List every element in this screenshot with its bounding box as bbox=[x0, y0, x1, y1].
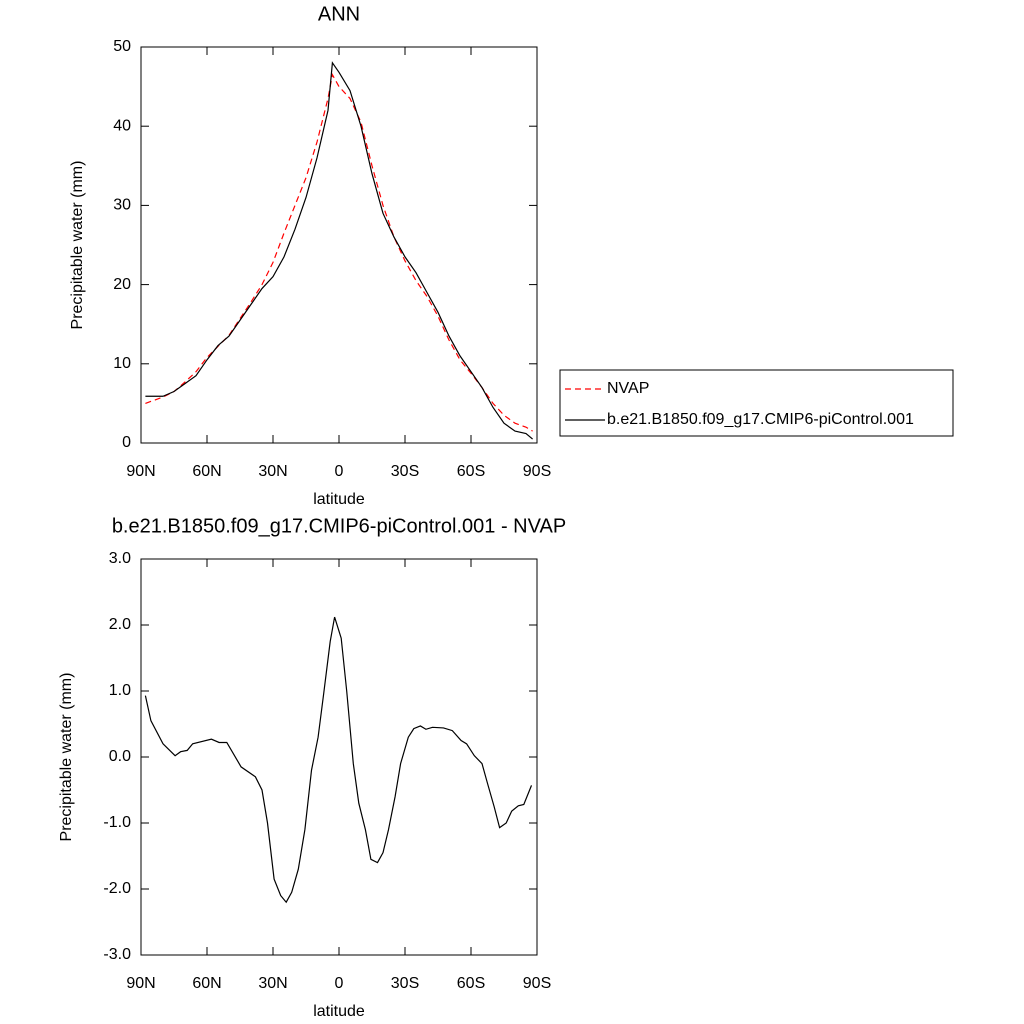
y-tick-label: 0 bbox=[122, 434, 131, 451]
x-tick-label: 90N bbox=[126, 463, 155, 480]
data-line bbox=[145, 61, 533, 440]
y-tick-label: 0.0 bbox=[109, 748, 131, 765]
y-axis-label: Precipitable water (mm) bbox=[69, 161, 86, 330]
y-tick-label: 1.0 bbox=[109, 682, 131, 699]
y-tick-label: -3.0 bbox=[103, 946, 131, 963]
x-tick-label: 30N bbox=[258, 463, 287, 480]
legend-label: NVAP bbox=[607, 380, 649, 397]
x-tick-label: 0 bbox=[335, 975, 344, 992]
x-tick-label: 30S bbox=[391, 463, 419, 480]
plot-frame bbox=[140, 46, 538, 444]
x-tick-label: 60N bbox=[192, 463, 221, 480]
y-tick-label: 10 bbox=[113, 355, 131, 372]
y-tick-label: 50 bbox=[113, 38, 131, 55]
x-tick-label: 90N bbox=[126, 975, 155, 992]
x-tick-label: 90S bbox=[523, 975, 551, 992]
y-tick-label: -2.0 bbox=[103, 880, 131, 897]
x-tick-label: 60S bbox=[457, 463, 485, 480]
y-tick-label: 2.0 bbox=[109, 616, 131, 633]
x-tick-label: 30S bbox=[391, 975, 419, 992]
y-tick-label: 30 bbox=[113, 197, 131, 214]
legend-label: b.e21.B1850.f09_g17.CMIP6-piControl.001 bbox=[607, 411, 914, 428]
x-tick-label: 60N bbox=[192, 975, 221, 992]
x-tick-label: 60S bbox=[457, 975, 485, 992]
plot-frame bbox=[140, 558, 538, 956]
y-tick-label: 3.0 bbox=[109, 550, 131, 567]
y-tick-label: 40 bbox=[113, 117, 131, 134]
data-line bbox=[145, 72, 533, 432]
y-tick-label: -1.0 bbox=[103, 814, 131, 831]
x-axis-label: latitude bbox=[313, 491, 365, 508]
x-axis-label: latitude bbox=[313, 1003, 365, 1020]
data-line bbox=[144, 616, 533, 904]
x-tick-label: 30N bbox=[258, 975, 287, 992]
y-tick-label: 20 bbox=[113, 276, 131, 293]
y-axis-label: Precipitable water (mm) bbox=[58, 673, 75, 842]
chart-title: ANN bbox=[318, 3, 360, 25]
x-tick-label: 90S bbox=[523, 463, 551, 480]
x-tick-label: 0 bbox=[335, 463, 344, 480]
chart-title: b.e21.B1850.f09_g17.CMIP6-piControl.001 … bbox=[112, 515, 566, 537]
legend-box bbox=[559, 369, 954, 437]
